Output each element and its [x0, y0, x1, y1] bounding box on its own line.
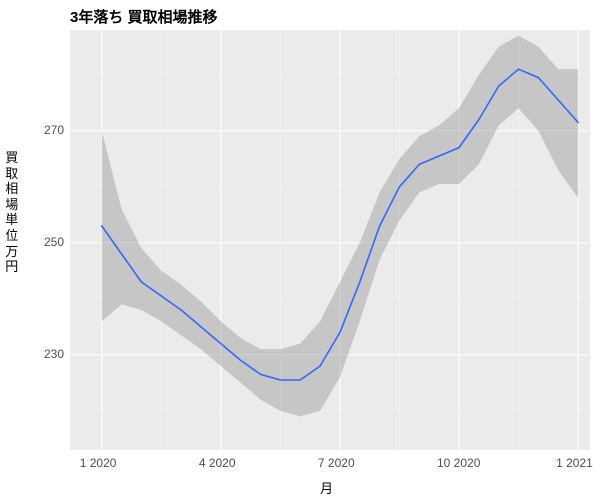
y-axis-label: 買取相場 単位 万円 — [4, 150, 20, 275]
x-tick-label: 7 2020 — [318, 456, 355, 470]
x-axis-label: 月 — [320, 478, 333, 497]
x-tick-label: 1 2021 — [556, 456, 593, 470]
y-tick-label: 250 — [44, 235, 64, 249]
x-tick-label: 4 2020 — [199, 456, 236, 470]
y-tick-label: 270 — [44, 123, 64, 137]
plot-area — [70, 30, 590, 450]
chart: 3年落ち 買取相場推移 買取相場 単位 万円 月 230 250 270 1 2020… — [0, 0, 600, 500]
x-tick-label: 10 2020 — [437, 456, 480, 470]
chart-title: 3年落ち 買取相場推移 — [70, 6, 218, 27]
y-tick-label: 230 — [44, 347, 64, 361]
x-tick-label: 1 2020 — [80, 456, 117, 470]
